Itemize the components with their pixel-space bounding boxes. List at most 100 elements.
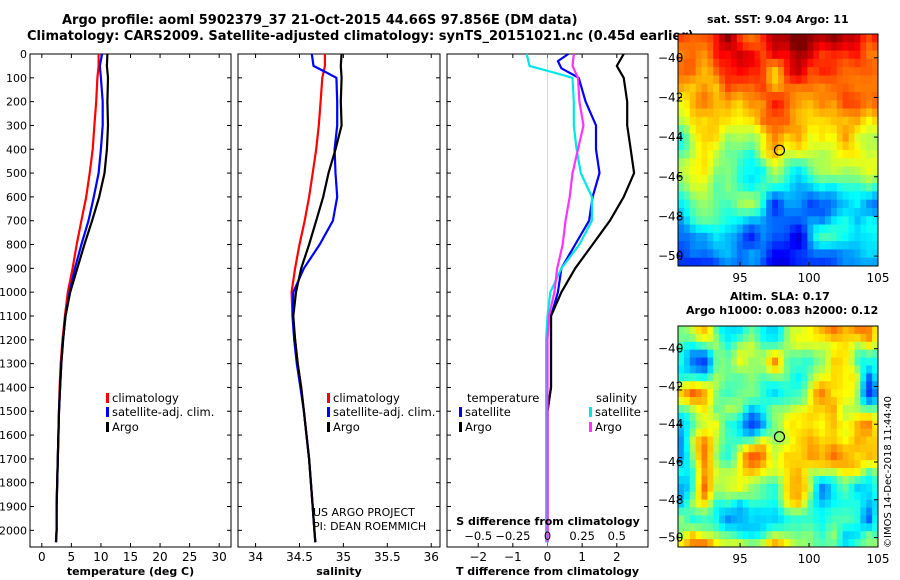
sla-map-cell	[748, 483, 755, 493]
sst-map-cell	[754, 141, 761, 151]
sla-map-cell	[701, 404, 708, 414]
sst-map-cell	[860, 257, 867, 267]
sst-map-cell	[695, 116, 702, 126]
sst-map-cell	[866, 58, 873, 68]
sst-map-cell	[854, 183, 861, 192]
sst-map-cell	[825, 216, 832, 225]
sla-map-cell	[783, 483, 791, 493]
sst-map-cell	[736, 125, 744, 134]
sla-argo-location-marker	[773, 431, 786, 443]
sla-map-cell	[854, 349, 861, 358]
sla-map-cell	[830, 381, 838, 390]
sst-map-cell	[830, 141, 838, 151]
sla-map-cell	[789, 507, 797, 516]
sst-map-cell	[689, 166, 697, 176]
sst-map-cell	[825, 42, 832, 51]
sla-map-cell	[801, 475, 808, 485]
sst-map-cell	[795, 208, 802, 217]
sla-map-cell	[807, 326, 814, 335]
legend-argo-swatch	[327, 422, 330, 432]
sst-map-cell	[836, 92, 844, 101]
sst-map-cell	[707, 232, 714, 242]
sla-map-cell	[872, 341, 879, 351]
sst-map-cell	[683, 108, 691, 118]
sla-map-cell	[707, 468, 714, 477]
sst-map-cell	[730, 67, 738, 76]
sst-map-cell	[736, 191, 744, 201]
sla-map-cell	[783, 420, 791, 429]
sla-map-cell	[801, 365, 808, 374]
sla-map-cell	[783, 515, 791, 524]
x-tick-label: −2	[469, 550, 487, 564]
sla-map-cell	[813, 468, 820, 477]
sst-map-cell	[730, 257, 738, 267]
sst-map-cell	[701, 83, 708, 93]
sla-map-cell	[748, 539, 755, 548]
sla-map-cell	[789, 420, 797, 429]
sla-map-cell	[872, 515, 879, 524]
sla-map-cell	[801, 373, 808, 382]
sst-map-cell	[683, 133, 691, 143]
sst-map-cell	[778, 158, 785, 167]
sst-map-cell	[801, 92, 808, 101]
sst-map-cell	[713, 249, 720, 259]
sla-map-cell	[730, 499, 738, 508]
sla-map-cell	[748, 475, 755, 485]
sla-map-cell	[789, 499, 797, 508]
sst-map-cell	[725, 249, 732, 259]
sla-map-cell	[748, 397, 755, 406]
sla-map-cell	[866, 444, 873, 453]
sst-map-cell	[795, 141, 802, 151]
sla-map-cell	[830, 499, 838, 508]
sst-map-cell	[701, 92, 708, 101]
sst-map-cell	[860, 83, 867, 93]
sla-map-cell	[713, 539, 720, 548]
sla-map-cell	[725, 397, 732, 406]
sla-map-cell	[854, 515, 861, 524]
sst-map-cell	[725, 208, 732, 217]
sst-map-cell	[860, 108, 867, 118]
sst-map-cell	[789, 174, 797, 184]
sst-map-cell	[789, 199, 797, 209]
sla-map-cell	[736, 404, 744, 414]
sst-map-cell	[772, 199, 779, 209]
sla-map-cell	[807, 436, 814, 445]
sst-map-cell	[860, 191, 867, 201]
sla-map-cell	[725, 381, 732, 390]
sst-map-cell	[801, 50, 808, 60]
sla-map-cell	[754, 483, 761, 493]
sla-map-cell	[742, 381, 749, 390]
sst-map-cell	[713, 42, 720, 51]
sst-map-cell	[830, 199, 838, 209]
sla-map-cell	[689, 389, 697, 398]
sst-map-cell	[807, 116, 814, 126]
sst-map-cell	[760, 232, 767, 242]
sla-map-cell	[678, 499, 685, 508]
sla-map-cell	[701, 507, 708, 516]
sla-map-cell	[701, 475, 708, 485]
sla-map-cell	[713, 436, 720, 445]
sla-map-cell	[830, 444, 838, 453]
sst-map-cell	[678, 133, 685, 143]
sla-map-cell	[830, 420, 838, 429]
sst-map-cell	[695, 216, 702, 225]
sst-map-cell	[730, 34, 738, 43]
sst-map-cell	[854, 100, 861, 109]
sla-map-cell	[683, 404, 691, 414]
sla-map-cell	[707, 428, 714, 437]
sst-map-cell	[842, 216, 849, 225]
sla-map-cell	[795, 436, 802, 445]
sla-map-cell	[866, 539, 873, 548]
sla-map-cell	[854, 389, 861, 398]
sst-map-cell	[748, 125, 755, 134]
sst-map-cell	[872, 224, 879, 234]
sla-map-cell	[860, 452, 867, 461]
sst-map-cell	[778, 191, 785, 201]
sst-map-cell	[754, 216, 761, 225]
sla-map-cell	[860, 468, 867, 477]
sst-map-cell	[807, 232, 814, 242]
sst-map-cell	[695, 58, 702, 68]
sla-map-cell	[772, 333, 779, 343]
sla-map-cell	[730, 523, 738, 532]
sst-map-cell	[789, 141, 797, 151]
